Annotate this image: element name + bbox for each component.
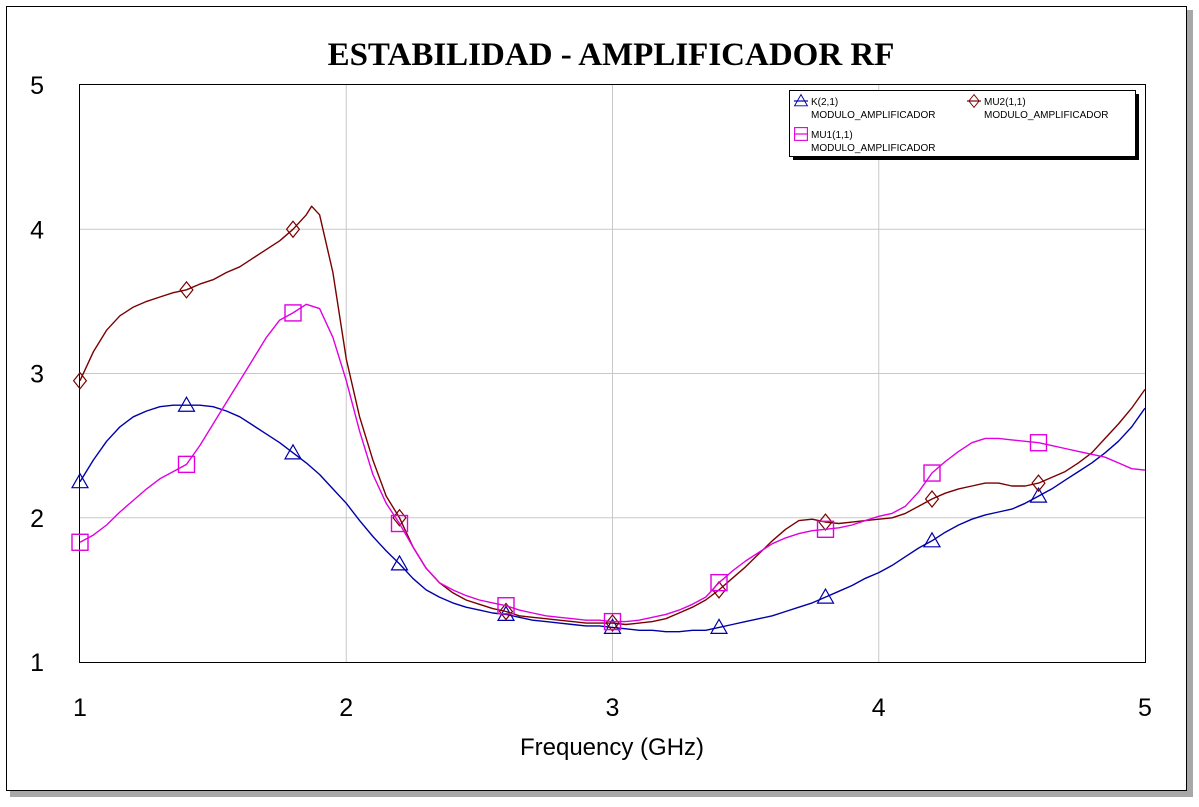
series-line-mu1-1-1 — [79, 303, 1146, 623]
data-point-k-2-1 — [283, 443, 303, 460]
data-point-k-2-1 — [816, 587, 835, 604]
legend-marker-shape — [793, 93, 809, 107]
y-tick-label: 1 — [30, 649, 44, 677]
data-point-mu2-1-1 — [72, 371, 88, 390]
data-point-mu1-1-1 — [816, 520, 835, 538]
data-point-mu2-1-1 — [605, 614, 620, 633]
legend-box — [789, 90, 1136, 157]
y-tick-label: 2 — [30, 505, 44, 533]
data-point-k-2-1 — [922, 531, 942, 548]
data-point-mu2-1-1 — [179, 280, 194, 299]
grid-lines — [80, 85, 1145, 662]
x-tick-label: 3 — [606, 694, 620, 722]
data-point-mu2-1-1 — [498, 602, 514, 621]
data-point-mu1-1-1 — [177, 455, 196, 474]
legend-marker-mu1-1-1 — [794, 127, 808, 141]
legend-marker-shape — [794, 127, 808, 141]
x-tick-label: 4 — [872, 694, 886, 722]
legend-label-k-2-1: K(2,1) — [811, 97, 838, 108]
data-point-k-2-1 — [70, 472, 90, 489]
data-point-mu2-1-1 — [285, 220, 301, 239]
series-mu2-1-1 — [72, 205, 1146, 633]
x-tick-label: 2 — [339, 694, 353, 722]
series-mu1-1-1 — [71, 303, 1146, 631]
data-point-mu1-1-1 — [603, 612, 622, 631]
x-axis-label: Frequency (GHz) — [520, 734, 704, 761]
legend-label-mu1-1-1: MU1(1,1) — [811, 130, 853, 141]
data-point-k-2-1 — [177, 396, 196, 412]
data-point-mu1-1-1 — [1029, 434, 1048, 452]
data-point-mu1-1-1 — [71, 533, 89, 551]
data-point-mu1-1-1 — [923, 464, 941, 482]
legend-sublabel-mu2-1-1: MODULO_AMPLIFICADOR — [984, 110, 1108, 121]
legend-sublabel-mu1-1-1: MODULO_AMPLIFICADOR — [811, 143, 935, 154]
data-point-mu2-1-1 — [924, 490, 940, 508]
y-tick-label: 4 — [30, 216, 44, 244]
legend-marker-mu2-1-1 — [968, 93, 980, 109]
legend-sublabel-k-2-1: MODULO_AMPLIFICADOR — [811, 110, 935, 121]
data-point-mu1-1-1 — [710, 573, 728, 592]
legend: K(2,1) MODULO_AMPLIFICADOR MU2(1,1) MODULO_… — [789, 90, 1139, 160]
y-tick-label: 3 — [30, 361, 44, 389]
data-point-mu1-1-1 — [284, 304, 302, 322]
outer-shadow-bottom — [10, 791, 1193, 797]
legend-marker-shape — [968, 93, 980, 109]
x-tick-label: 1 — [73, 694, 87, 722]
y-axis-ticks: 1 2 3 4 5 — [30, 72, 44, 677]
data-point-mu1-1-1 — [497, 597, 515, 615]
outer-shadow-right — [1187, 10, 1193, 796]
chart-title: ESTABILIDAD - AMPLIFICADOR RF — [328, 37, 895, 73]
x-tick-label: 5 — [1138, 694, 1152, 722]
data-point-k-2-1 — [1029, 486, 1048, 503]
series-line-k-2-1 — [79, 404, 1146, 633]
data-point-mu1-1-1 — [390, 514, 409, 533]
data-point-mu2-1-1 — [1031, 474, 1046, 493]
data-point-mu2-1-1 — [818, 513, 833, 532]
data-point-k-2-1 — [709, 618, 729, 634]
y-tick-label: 5 — [30, 72, 44, 100]
legend-label-mu2-1-1: MU2(1,1) — [984, 97, 1026, 108]
legend-marker-k-2-1 — [793, 93, 809, 107]
x-axis-ticks: 1 2 3 4 5 — [73, 694, 1152, 722]
data-point-k-2-1 — [390, 554, 409, 571]
series-group — [70, 205, 1146, 634]
